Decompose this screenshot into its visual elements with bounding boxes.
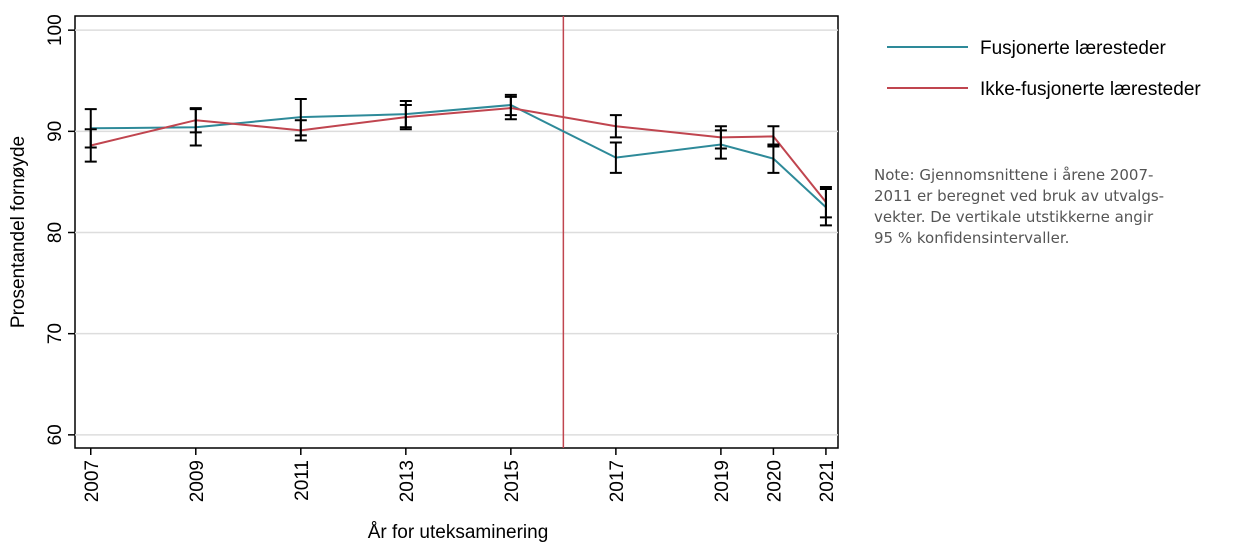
note: 2011 er beregnet ved bruk av utvalgs- — [874, 187, 1164, 205]
error-bar — [714, 125, 727, 150]
x-tick-label: 2013 — [397, 460, 418, 502]
y-tick-label: 90 — [45, 121, 66, 142]
y-tick-label: 100 — [45, 14, 66, 46]
x-tick-label: 2019 — [712, 460, 733, 502]
y-tick-label: 80 — [45, 222, 66, 243]
error-bar — [189, 107, 202, 134]
x-tick-label: 2017 — [607, 460, 628, 502]
error-bar — [609, 141, 622, 174]
x-tick-label: 2007 — [82, 460, 103, 502]
note: 95 % konfidensintervaller. — [874, 229, 1069, 247]
x-tick-label: 2020 — [764, 460, 785, 502]
y-tick-label: 70 — [45, 323, 66, 344]
error-bar — [609, 114, 622, 139]
y-tick-label: 60 — [45, 424, 66, 445]
x-tick-label: 2021 — [817, 460, 838, 502]
error-bar — [399, 104, 412, 131]
error-bar — [767, 125, 780, 148]
x-tick-label: 2009 — [187, 460, 208, 502]
error-bar — [504, 95, 517, 121]
error-bar — [819, 185, 832, 219]
y-axis-label: Prosentandel fornøyde — [8, 136, 29, 328]
note: Note: Gjennomsnittene i årene 2007- — [874, 166, 1153, 184]
x-axis-label: År for uteksaminering — [368, 522, 549, 543]
note: vekter. De vertikale utstikkerne angir — [874, 208, 1154, 226]
x-tick-label: 2011 — [292, 460, 313, 501]
error-bar — [84, 128, 97, 163]
error-bar — [294, 119, 307, 142]
legend-label: Ikke-fusjonerte læresteder — [980, 79, 1201, 100]
legend-label: Fusjonerte læresteder — [980, 38, 1167, 59]
x-tick-label: 2015 — [502, 460, 523, 502]
